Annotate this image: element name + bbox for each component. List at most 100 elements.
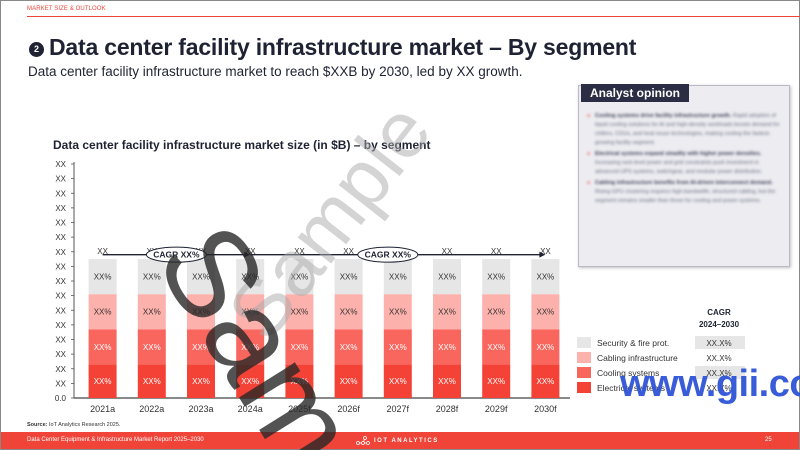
bar-segment xyxy=(383,364,412,398)
analyst-point: Cabling infrastructure benefits from AI-… xyxy=(587,179,782,206)
cagr-arrow-head xyxy=(244,251,251,258)
bar-segment xyxy=(482,364,511,398)
source-text: IoT Analytics Research 2025. xyxy=(47,422,121,428)
analyst-point: Electrical systems expand steadily with … xyxy=(587,150,782,177)
bar-segment-label: XX% xyxy=(389,343,407,352)
bar-segment-label: XX% xyxy=(487,343,505,352)
bar-segment-label: XX% xyxy=(143,377,161,386)
bar-segment xyxy=(334,329,363,365)
bar-segment xyxy=(236,259,265,295)
y-tick-label: XX xyxy=(55,306,66,315)
bar-segment-label: XX% xyxy=(291,273,309,282)
network-logo-icon xyxy=(356,436,370,445)
source-note: Source: IoT Analytics Research 2025. xyxy=(27,422,120,428)
legend-swatch xyxy=(577,382,591,393)
y-tick-label: XX xyxy=(55,321,66,330)
x-tick-label: 2021a xyxy=(90,404,115,414)
site-watermark: www.gii.co.jp xyxy=(620,363,800,405)
y-tick-label: XX xyxy=(55,189,66,198)
legend-cagr-value: XX.X% xyxy=(706,339,731,348)
bar-segment xyxy=(88,329,117,365)
bar-segment xyxy=(137,259,166,295)
bar-segment-label: XX% xyxy=(389,308,407,317)
x-tick-label: 2029f xyxy=(485,404,508,414)
bar-segment xyxy=(433,294,461,330)
analyst-point: Cooling systems drive facility infrastru… xyxy=(587,112,782,148)
bar-segment xyxy=(433,259,461,295)
bar-segment xyxy=(334,259,363,295)
y-tick-label: XX xyxy=(55,350,66,359)
x-tick-label: 2023a xyxy=(188,404,213,414)
legend-swatch xyxy=(577,367,591,378)
bar-segment xyxy=(236,364,265,398)
bar-segment xyxy=(236,294,265,330)
y-tick-label: XX xyxy=(55,365,66,374)
bar-segment xyxy=(482,329,511,365)
page-title: Data center facility infrastructure mark… xyxy=(49,34,637,60)
bar-segment-label: XX% xyxy=(94,343,112,352)
bar-segment-label: XX% xyxy=(389,273,407,282)
bar-segment xyxy=(334,294,363,330)
bar-segment-label: XX% xyxy=(487,308,505,317)
legend-label: Electrical systems xyxy=(597,383,665,393)
bar-segment-label: XX% xyxy=(438,343,456,352)
legend-cagr-cell-bg xyxy=(695,336,745,349)
bar-segment-label: XX% xyxy=(537,377,555,386)
bar-segment xyxy=(137,329,166,365)
bar-segment-label: XX% xyxy=(241,308,259,317)
y-tick-label: XX xyxy=(55,204,66,213)
bar-total-label: XX xyxy=(97,247,108,256)
bar-segment xyxy=(187,364,215,398)
page-subtitle: Data center facility infrastructure mark… xyxy=(28,64,523,79)
analyst-opinion-heading: Analyst opinion xyxy=(581,84,689,102)
legend-label: Cabling infrastructure xyxy=(597,353,678,363)
bar-total-label: XX xyxy=(343,247,354,256)
bar-segment-label: XX% xyxy=(192,308,210,317)
bar-segment xyxy=(285,329,314,365)
y-tick-label: XX xyxy=(55,262,66,271)
bar-segment xyxy=(383,259,412,295)
legend-cagr-period: 2024–2030 xyxy=(699,320,740,329)
bar-segment-label: XX% xyxy=(438,377,456,386)
bar-segment xyxy=(285,259,314,295)
legend-cagr-value: XX.X% xyxy=(706,354,731,363)
x-tick-label: 2028f xyxy=(436,404,459,414)
bar-segment-label: XX% xyxy=(389,377,407,386)
bar-segment-label: XX% xyxy=(143,273,161,282)
bar-segment xyxy=(88,364,117,398)
y-tick-label: XX xyxy=(55,175,66,184)
legend-swatch xyxy=(577,352,591,363)
analyst-point-heading: Cabling infrastructure benefits from AI-… xyxy=(595,180,773,186)
bar-segment xyxy=(482,294,511,330)
bar-segment-label: XX% xyxy=(340,273,358,282)
cagr-bubble xyxy=(357,246,419,263)
y-tick-label: XX xyxy=(55,277,66,286)
bar-segment xyxy=(187,294,215,330)
y-tick-label: 0.0 xyxy=(55,394,67,403)
y-tick-label: XX xyxy=(55,233,66,242)
y-tick-label: XX xyxy=(55,292,66,301)
bar-segment-label: XX% xyxy=(487,273,505,282)
y-tick-label: XX xyxy=(55,336,66,345)
bar-segment-label: XX% xyxy=(192,343,210,352)
y-tick-label: XX xyxy=(55,379,66,388)
bar-segment xyxy=(531,294,560,330)
bar-segment xyxy=(187,259,215,295)
bar-segment-label: XX% xyxy=(340,343,358,352)
analyst-point-text: Rising GPU clustering requires high-band… xyxy=(595,189,776,204)
bar-segment-label: XX% xyxy=(241,377,259,386)
bar-segment-label: XX% xyxy=(340,377,358,386)
bar-segment xyxy=(285,294,314,330)
bar-segment xyxy=(531,329,560,365)
bar-segment xyxy=(285,364,314,398)
bar-segment xyxy=(137,294,166,330)
bar-segment xyxy=(88,259,117,295)
bar-segment-label: XX% xyxy=(438,273,456,282)
section-number-badge: 2 xyxy=(29,42,44,57)
x-tick-label: 2025f xyxy=(288,404,311,414)
bar-total-label: XX xyxy=(245,247,256,256)
bar-segment-label: XX% xyxy=(291,343,309,352)
bar-segment xyxy=(383,294,412,330)
bar-segment-label: XX% xyxy=(143,343,161,352)
cagr-label: CAGR XX% xyxy=(365,250,412,260)
